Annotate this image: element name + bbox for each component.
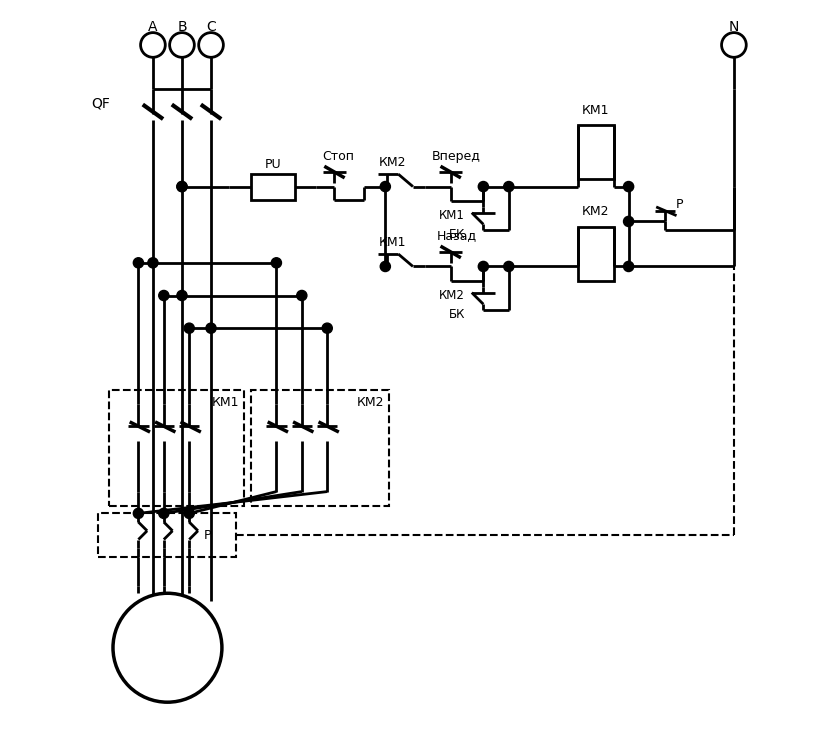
Text: N: N [729, 20, 739, 34]
Text: КМ2: КМ2 [582, 206, 609, 219]
Circle shape [272, 258, 282, 268]
Circle shape [297, 290, 307, 300]
Text: Вперед: Вперед [432, 149, 481, 163]
Circle shape [478, 182, 488, 192]
Text: C: C [206, 20, 216, 34]
Circle shape [177, 182, 187, 192]
Circle shape [206, 323, 217, 333]
Circle shape [504, 182, 514, 192]
Text: КМ1: КМ1 [379, 236, 406, 249]
Text: БК: БК [449, 228, 465, 241]
Text: PU: PU [264, 158, 281, 171]
Circle shape [199, 33, 223, 58]
Text: КМ2: КМ2 [440, 289, 465, 302]
Text: М: М [158, 638, 177, 658]
Circle shape [721, 33, 747, 58]
Text: БК: БК [449, 308, 465, 321]
Text: Назад: Назад [436, 230, 477, 243]
Text: КМ1: КМ1 [582, 104, 609, 117]
Bar [251, 390, 389, 506]
Circle shape [159, 290, 169, 300]
Circle shape [184, 508, 194, 518]
Circle shape [322, 323, 332, 333]
Circle shape [504, 262, 514, 271]
Bar [578, 227, 614, 281]
Bar [99, 513, 237, 557]
Circle shape [170, 33, 194, 58]
Circle shape [624, 262, 634, 271]
Text: КМ2: КМ2 [379, 156, 406, 169]
Circle shape [140, 33, 166, 58]
Text: КМ1: КМ1 [440, 209, 465, 222]
Circle shape [624, 217, 634, 227]
Bar [578, 125, 614, 179]
Circle shape [133, 508, 144, 518]
Text: КМ1: КМ1 [212, 397, 239, 410]
Circle shape [184, 323, 194, 333]
Circle shape [133, 258, 144, 268]
Text: Стоп: Стоп [322, 149, 354, 163]
Text: B: B [177, 20, 186, 34]
Circle shape [380, 182, 390, 192]
Circle shape [113, 593, 222, 702]
Bar [110, 390, 244, 506]
Circle shape [177, 182, 187, 192]
Circle shape [380, 262, 390, 271]
Circle shape [478, 262, 488, 271]
Circle shape [159, 508, 169, 518]
Bar [251, 174, 294, 200]
Text: QF: QF [91, 96, 110, 110]
Text: Р: Р [675, 198, 683, 211]
Circle shape [148, 258, 158, 268]
Circle shape [177, 290, 187, 300]
Circle shape [624, 182, 634, 192]
Text: Р: Р [204, 529, 212, 542]
Text: КМ2: КМ2 [357, 397, 385, 410]
Text: A: A [148, 20, 158, 34]
